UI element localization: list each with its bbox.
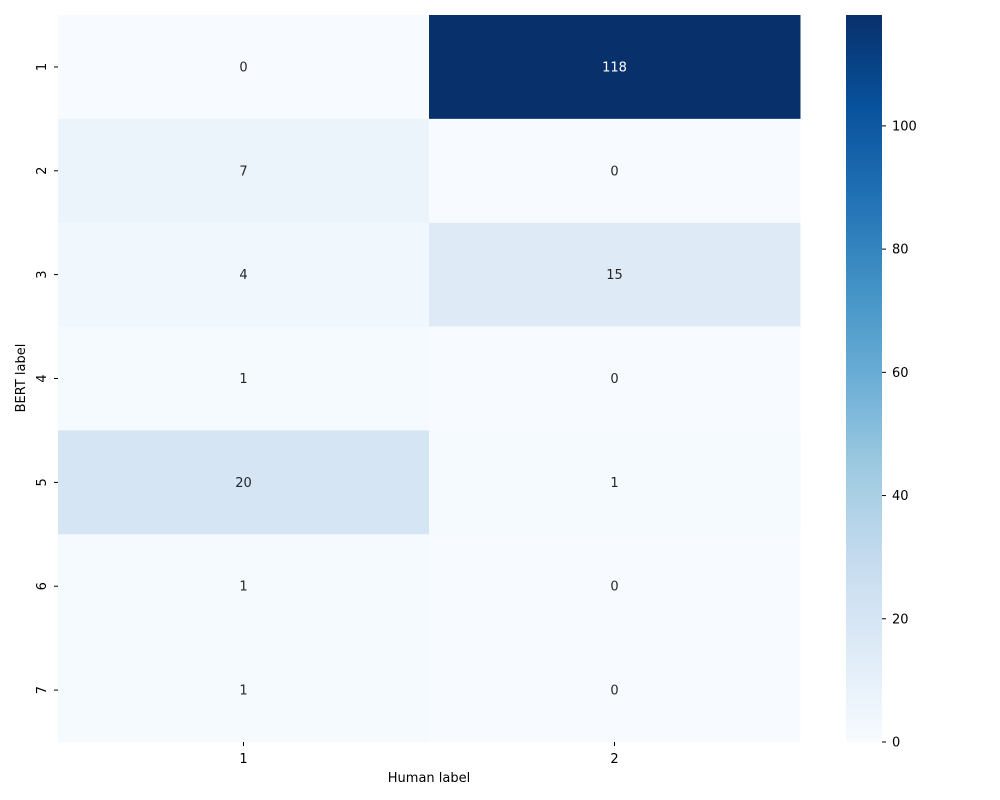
y-axis: 1 2 3 4 5 6 7 — [35, 63, 58, 694]
heatmap-cell — [58, 430, 430, 535]
cell-value-label: 15 — [606, 268, 623, 283]
x-tick-label: 2 — [610, 752, 618, 767]
colorbar: 0 20 40 60 80 100 — [846, 15, 917, 751]
heatmap-cell — [429, 534, 801, 639]
heatmap-cell — [58, 118, 430, 224]
x-axis-label: Human label — [388, 771, 470, 786]
y-tick-label: 7 — [35, 686, 50, 694]
cell-value-label: 4 — [239, 268, 247, 283]
cell-value-label: 1 — [239, 684, 247, 699]
cell-value-label: 118 — [602, 60, 627, 75]
y-tick-label: 2 — [35, 167, 50, 175]
heatmap-cell — [429, 15, 801, 120]
cell-value-label: 0 — [610, 684, 618, 699]
heatmap-cell — [58, 15, 430, 120]
cell-value-label: 20 — [235, 476, 252, 491]
heatmap-cell — [58, 222, 430, 328]
heatmap-cell — [429, 430, 801, 535]
colorbar-tick-label: 100 — [892, 119, 917, 134]
colorbar-tick-label: 60 — [892, 366, 909, 381]
cell-value-label: 0 — [610, 372, 618, 387]
y-tick-label: 1 — [35, 63, 50, 71]
y-tick-label: 3 — [35, 271, 50, 279]
heatmap-cell — [58, 534, 430, 639]
heatmap-cells — [58, 15, 801, 743]
cell-annotations: 0 118 7 0 4 15 1 0 20 1 1 0 1 0 — [235, 60, 627, 698]
y-tick-label: 4 — [35, 374, 50, 382]
heatmap-cell — [429, 222, 801, 328]
y-axis-label: BERT label — [14, 344, 29, 413]
colorbar-gradient — [846, 15, 882, 742]
cell-value-label: 1 — [610, 476, 618, 491]
colorbar-tick-label: 20 — [892, 612, 909, 627]
heatmap-cell — [58, 638, 430, 743]
colorbar-tick-label: 80 — [892, 243, 909, 258]
y-tick-label: 6 — [35, 582, 50, 590]
cell-value-label: 7 — [239, 164, 247, 179]
y-tick-label: 5 — [35, 478, 50, 486]
heatmap-cell — [429, 118, 801, 224]
x-tick-label: 1 — [239, 752, 247, 767]
cell-value-label: 0 — [610, 580, 618, 595]
colorbar-tick-label: 40 — [892, 489, 909, 504]
heatmap-cell — [429, 326, 801, 431]
colorbar-tick-label: 0 — [892, 736, 900, 751]
cell-value-label: 1 — [239, 372, 247, 387]
heatmap-cell — [429, 638, 801, 743]
cell-value-label: 1 — [239, 580, 247, 595]
cell-value-label: 0 — [610, 164, 618, 179]
heatmap-cell — [58, 326, 430, 431]
cell-value-label: 0 — [239, 60, 247, 75]
